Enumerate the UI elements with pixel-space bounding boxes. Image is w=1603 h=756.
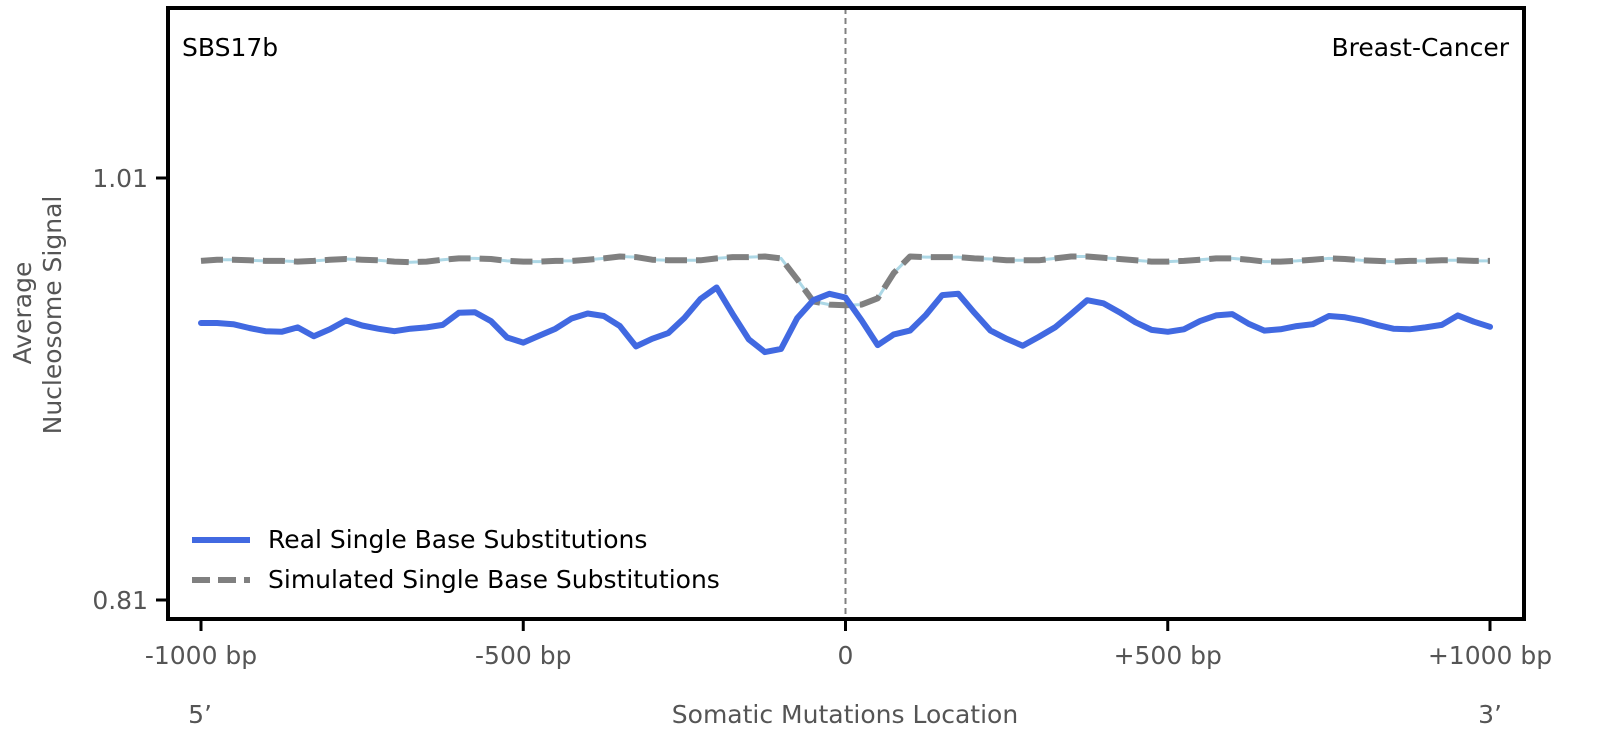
x-axis-title: Somatic Mutations Location [672, 700, 1018, 729]
x-tick-label: -500 bp [475, 641, 571, 670]
y-tick-label: 0.81 [92, 586, 148, 615]
simulated-series-line [200, 253, 1490, 309]
y-axis-title-line2: Nucleosome Signal [38, 196, 67, 435]
x-tick-label: +500 bp [1114, 641, 1222, 670]
x-tick-label: +1000 bp [1428, 641, 1552, 670]
y-axis-title-line1: Average [8, 262, 37, 365]
legend-real-label: Real Single Base Substitutions [268, 525, 647, 554]
legend: Real Single Base Substitutions Simulated… [192, 525, 720, 594]
signature-label: SBS17b [182, 33, 278, 62]
series-layer [198, 253, 1493, 356]
x-tick-label: 0 [838, 641, 854, 670]
three-prime-label: 3’ [1478, 700, 1502, 729]
y-axis: 1.01 0.81 [92, 164, 168, 615]
cancer-type-label: Breast-Cancer [1332, 33, 1510, 62]
x-axis: -1000 bp -500 bp 0 +500 bp +1000 bp [145, 619, 1552, 670]
five-prime-label: 5’ [188, 700, 212, 729]
x-tick-label: -1000 bp [145, 641, 257, 670]
legend-simulated-label: Simulated Single Base Substitutions [268, 565, 720, 594]
real-series-line [198, 284, 1493, 356]
y-tick-label: 1.01 [92, 164, 148, 193]
